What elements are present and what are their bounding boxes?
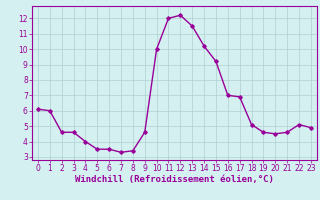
X-axis label: Windchill (Refroidissement éolien,°C): Windchill (Refroidissement éolien,°C) <box>75 175 274 184</box>
